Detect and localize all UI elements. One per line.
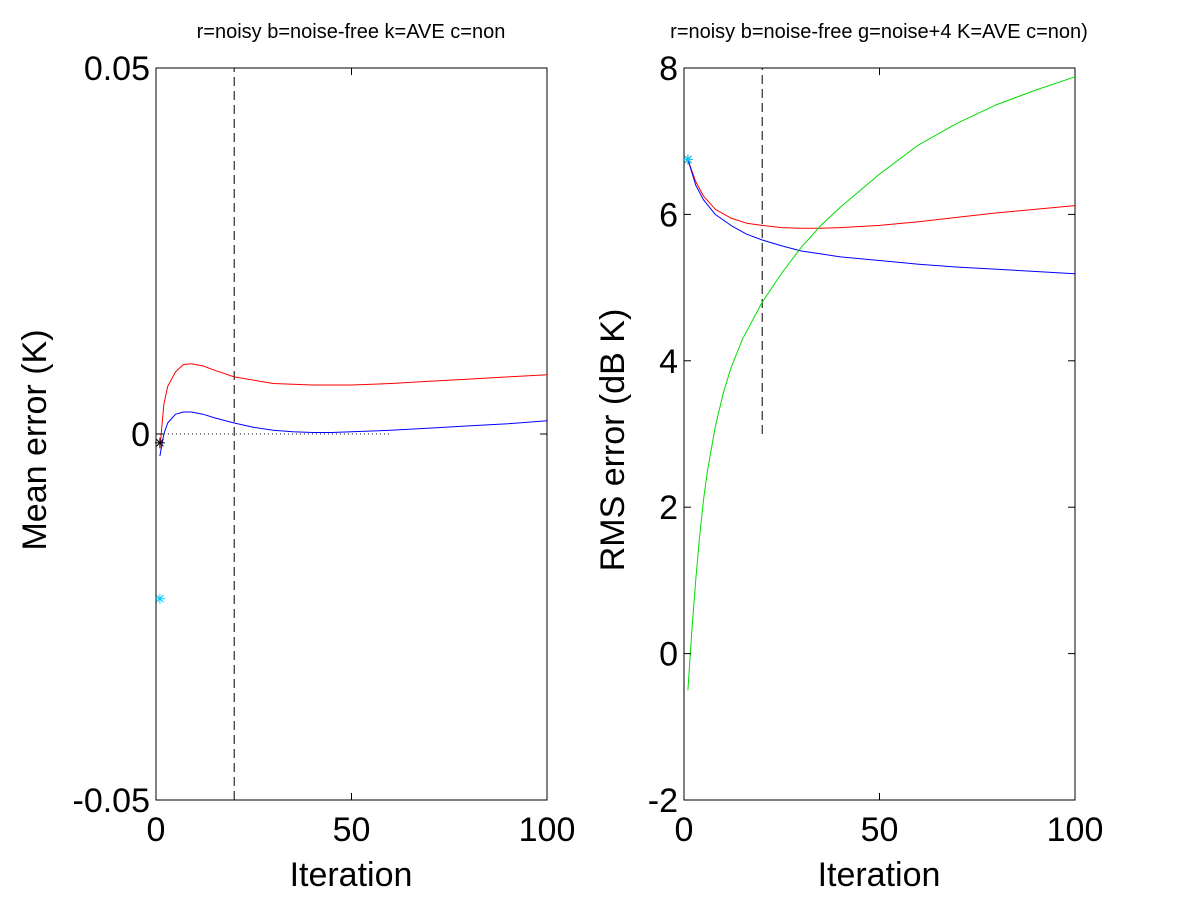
- ytick-label-mean-error-2: 0.05: [84, 50, 150, 88]
- xtick-label-rms-error-2: 100: [1047, 811, 1104, 849]
- xtick-label-rms-error-1: 50: [861, 811, 899, 849]
- xlabel-rms-error: Iteration: [818, 856, 941, 894]
- marker-ave-mean-error: [154, 437, 165, 448]
- ylabel-mean-error: Mean error (K): [16, 329, 54, 550]
- xtick-label-mean-error-0: 0: [147, 811, 166, 849]
- plot-area-mean-error: [155, 67, 548, 801]
- chart-mean-error: r=noisy b=noise-free k=AVE c=non 0 50 100 -…: [16, 21, 575, 894]
- series-noise-free-rms-error: [687, 159, 1076, 275]
- series-noise-free-mean-error: [159, 411, 548, 457]
- xlabel-mean-error: Iteration: [290, 856, 413, 894]
- ytick-label-rms-error-0: -2: [648, 782, 678, 820]
- ytick-label-rms-error-5: 8: [659, 50, 678, 88]
- plot-marks-mean-error: [154, 68, 548, 800]
- ytick-label-mean-error-1: 0: [131, 416, 150, 454]
- ytick-label-rms-error-4: 6: [659, 196, 678, 234]
- series-noise-plus-4-rms-error: [687, 76, 1076, 691]
- ytick-label-rms-error-2: 2: [659, 489, 678, 527]
- chart-title-rms-error: r=noisy b=noise-free g=noise+4 K=AVE c=n…: [670, 21, 1088, 43]
- xtick-label-mean-error-1: 50: [333, 811, 371, 849]
- ytick-label-mean-error-0: -0.05: [73, 782, 151, 820]
- chart-title-mean-error: r=noisy b=noise-free k=AVE c=non: [197, 21, 506, 43]
- plot-area-rms-error: [683, 67, 1076, 801]
- xtick-label-mean-error-2: 100: [519, 811, 576, 849]
- series-noisy-mean-error: [159, 363, 548, 449]
- xtick-label-rms-error-0: 0: [675, 811, 694, 849]
- chart-rms-error: r=noisy b=noise-free g=noise+4 K=AVE c=n…: [594, 21, 1103, 894]
- marker-non-rms-error: [682, 154, 693, 165]
- series-noisy-rms-error: [687, 159, 1076, 229]
- ytick-label-rms-error-1: 0: [659, 636, 678, 674]
- marker-non-mean-error: [154, 593, 165, 604]
- plot-marks-rms-error: [682, 68, 1076, 691]
- ylabel-rms-error: RMS error (dB K): [594, 309, 632, 572]
- ytick-label-rms-error-3: 4: [659, 343, 678, 381]
